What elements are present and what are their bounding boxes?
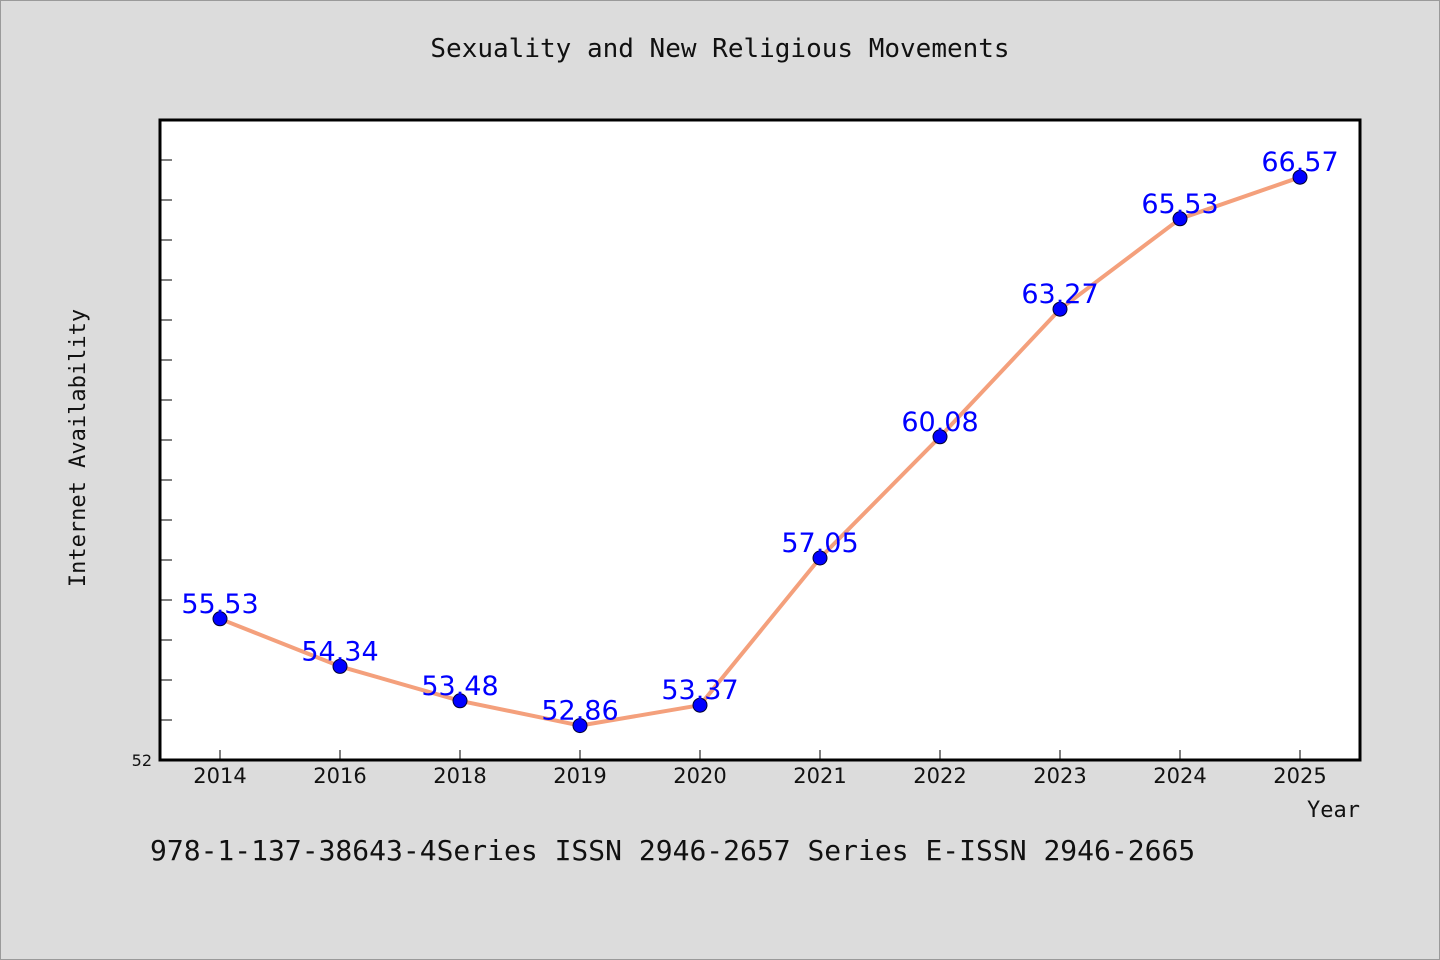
data-point xyxy=(332,658,348,674)
y-tick-label: 52 xyxy=(132,751,152,770)
x-tick-label: 2014 xyxy=(193,764,246,788)
x-axis-ticks: 2014 2016 2018 2019 2020 2021 2022 2023 2024 2025 xyxy=(193,750,1327,788)
data-label: 63.27 xyxy=(1021,279,1098,310)
data-point xyxy=(932,429,948,445)
data-label: 55.53 xyxy=(181,589,258,620)
data-label: 60.08 xyxy=(901,407,978,438)
x-tick-label: 2019 xyxy=(553,764,606,788)
series-line-group: 55.53 54.34 53.48 52.86 53.37 57.05 60.08 63.27… xyxy=(181,147,1339,734)
data-label: 53.48 xyxy=(421,671,498,702)
data-point xyxy=(452,693,468,709)
x-tick-label: 2023 xyxy=(1033,764,1086,788)
x-tick-label: 2021 xyxy=(793,764,846,788)
data-point xyxy=(812,550,828,566)
data-label: 57.05 xyxy=(781,528,858,559)
x-tick-label: 2016 xyxy=(313,764,366,788)
data-label: 52.86 xyxy=(541,696,618,727)
series-line xyxy=(218,175,1302,728)
data-point xyxy=(572,718,588,734)
y-axis-ticks xyxy=(160,159,172,721)
x-tick-label: 2024 xyxy=(1153,764,1206,788)
x-tick-label: 2022 xyxy=(913,764,966,788)
x-axis-title: Year xyxy=(1307,798,1360,823)
x-tick-label: 2025 xyxy=(1273,764,1326,788)
x-tick-label: 2020 xyxy=(673,764,726,788)
data-point xyxy=(212,611,228,627)
data-label: 65.53 xyxy=(1141,189,1218,220)
data-label: 53.37 xyxy=(661,675,738,706)
plot-area xyxy=(158,118,1362,762)
x-tick-label: 2018 xyxy=(433,764,486,788)
data-point xyxy=(1172,211,1188,227)
chart-title: Sexuality and New Religious Movements xyxy=(430,34,1010,64)
footer-text: 978-1-137-38643-4Series ISSN 2946-2657 S… xyxy=(150,834,1196,867)
data-label: 54.34 xyxy=(301,636,378,667)
data-point xyxy=(1052,301,1068,317)
y-axis-title: Internet Availability xyxy=(66,309,91,587)
data-point xyxy=(692,697,708,713)
data-point xyxy=(1292,169,1308,185)
data-label: 66.57 xyxy=(1261,147,1338,178)
